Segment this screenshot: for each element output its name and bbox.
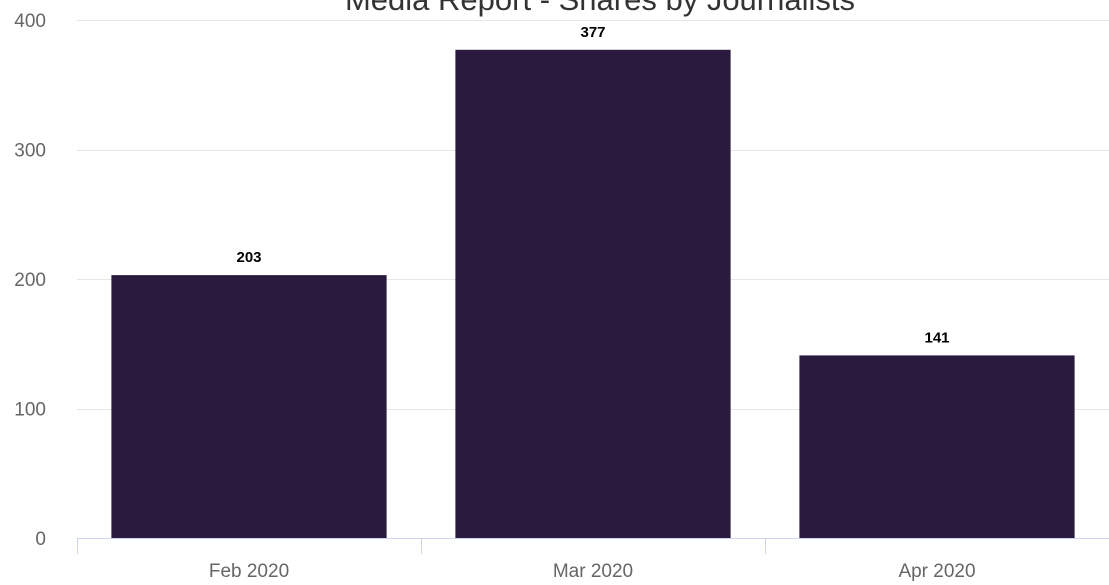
data-label: 377: [580, 24, 605, 41]
x-tick-label: Mar 2020: [553, 561, 633, 582]
y-tick-label: 100: [14, 400, 46, 421]
chart-title: Media Report - Shares by Journalists: [345, 0, 855, 17]
y-tick-label: 300: [14, 141, 46, 162]
y-tick-label: 400: [14, 11, 46, 32]
bar-mar-2020[interactable]: [455, 49, 731, 538]
data-label: 141: [924, 329, 949, 346]
bar-apr-2020[interactable]: [799, 355, 1075, 538]
bars: [111, 49, 1075, 538]
bar-feb-2020[interactable]: [111, 275, 387, 538]
x-tick-label: Apr 2020: [898, 561, 975, 582]
y-tick-label: 200: [14, 270, 46, 291]
y-tick-label: 0: [35, 529, 46, 550]
x-axis: Feb 2020 Mar 2020 Apr 2020: [77, 538, 1109, 582]
y-axis-ticks: 0 100 200 300 400: [14, 11, 46, 550]
data-label: 203: [236, 249, 261, 266]
data-labels: 203 377 141: [235, 22, 951, 348]
x-tick-label: Feb 2020: [209, 561, 289, 582]
